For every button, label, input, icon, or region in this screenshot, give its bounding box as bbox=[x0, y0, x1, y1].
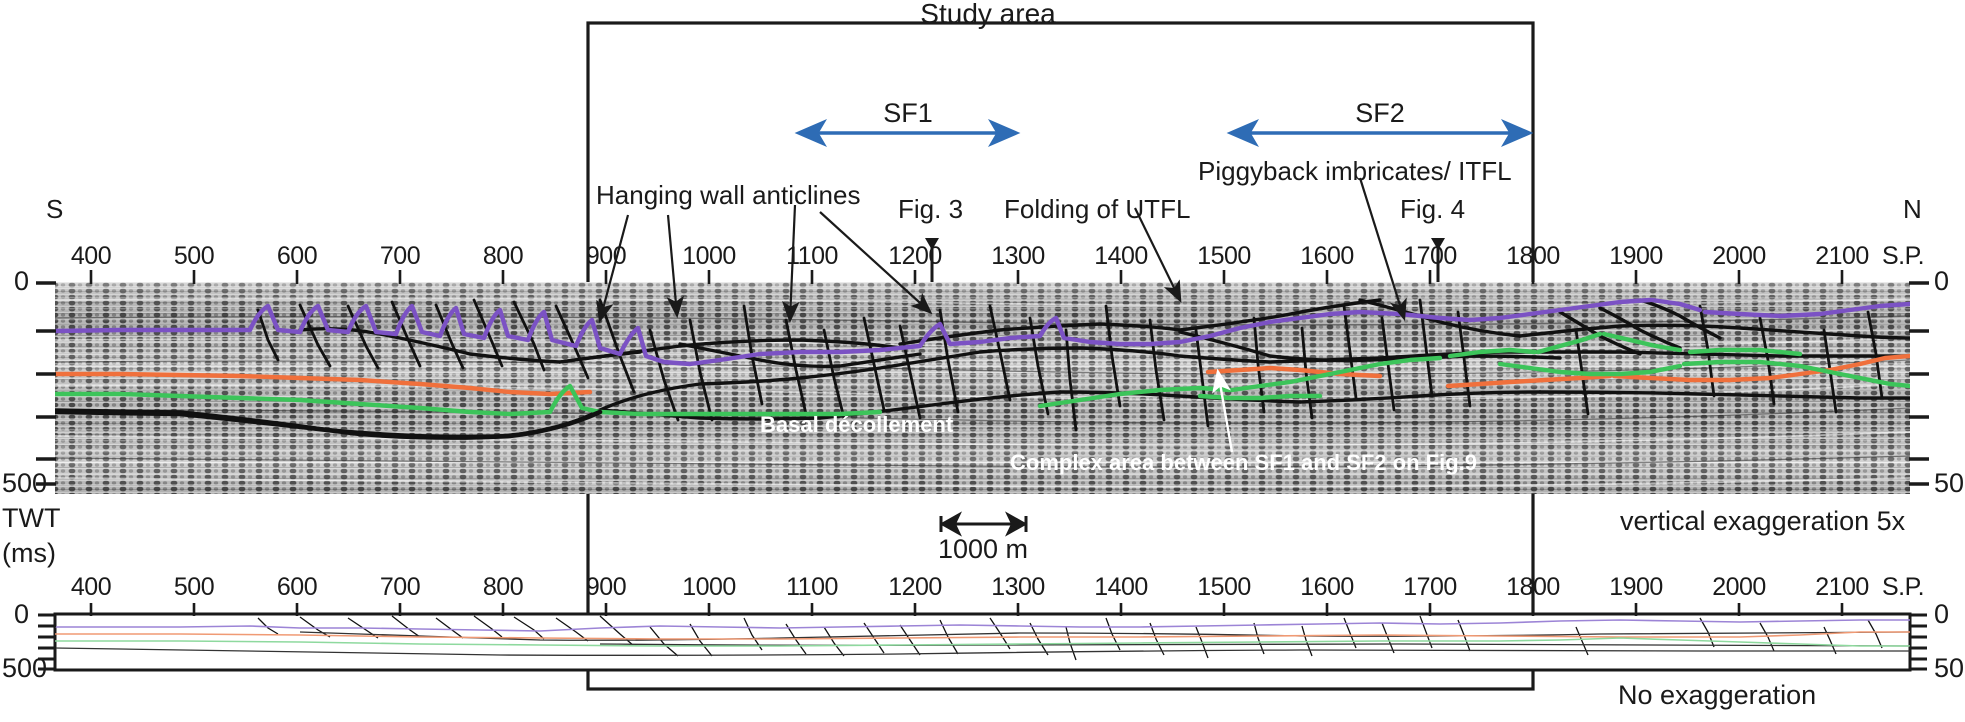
leader-piggyback bbox=[1358, 177, 1407, 322]
leader-hanging-wall-2 bbox=[666, 214, 685, 319]
fig4-pointer bbox=[1431, 238, 1445, 282]
annotation-fig-3: Fig. 3 bbox=[898, 194, 964, 224]
scale-bar bbox=[939, 511, 1028, 537]
lower-x-axis-ticks bbox=[89, 603, 1844, 616]
lower-ytick-0-left: 0 bbox=[14, 599, 30, 629]
upper-xtick-1100: 1100 bbox=[786, 242, 838, 270]
upper-xtick-1900: 1900 bbox=[1609, 242, 1663, 270]
lower-horizon-orange bbox=[55, 631, 1910, 640]
lower-xtick-600: 600 bbox=[276, 573, 318, 601]
upper-x-axis-ticks bbox=[89, 270, 1844, 284]
annotation-piggyback-imbricates: Piggyback imbricates/ ITFL bbox=[1198, 156, 1512, 186]
lower-xtick-1500: 1500 bbox=[1197, 573, 1251, 601]
lower-xtick-500: 500 bbox=[173, 573, 215, 601]
upper-xtick-1600: 1600 bbox=[1300, 242, 1354, 270]
upper-y-axis-ticks-left bbox=[36, 281, 56, 486]
upper-ytick-500-left: 500 bbox=[2, 468, 48, 498]
lower-xtick-400: 400 bbox=[70, 573, 112, 601]
horizon-purple bbox=[55, 297, 1910, 367]
upper-xtick-1800: 1800 bbox=[1506, 242, 1560, 270]
lower-xtick-1600: 1600 bbox=[1300, 573, 1354, 601]
upper-xtick-1400: 1400 bbox=[1094, 242, 1148, 270]
sf2-label: SF2 bbox=[1355, 98, 1405, 128]
upper-xtick-900: 900 bbox=[585, 242, 627, 270]
lower-xtick-1400: 1400 bbox=[1094, 573, 1148, 601]
leader-complex-area bbox=[1212, 368, 1234, 453]
basal-decollement-line bbox=[55, 409, 603, 440]
upper-y-axis-ticks-right bbox=[1909, 281, 1929, 486]
horizon-orange bbox=[55, 353, 1910, 397]
sf1-label: SF1 bbox=[883, 98, 933, 128]
upper-ytick-0-left: 0 bbox=[14, 266, 30, 296]
lower-xtick-1300: 1300 bbox=[991, 573, 1045, 601]
upper-xtick-800: 800 bbox=[482, 242, 524, 270]
upper-xtick-400: 400 bbox=[70, 242, 112, 270]
no-exaggeration-note: No exaggeration bbox=[1618, 680, 1817, 710]
upper-xtick-1700: 1700 bbox=[1403, 242, 1457, 270]
annotation-complex-area: Complex area between SF1 and SF2 on Fig.… bbox=[1010, 450, 1478, 475]
upper-ytick-0-right: 0 bbox=[1934, 266, 1950, 296]
annotation-basal-decollement: Basal décollement bbox=[760, 412, 954, 437]
lower-ytick-500-left: 500 bbox=[2, 653, 48, 683]
upper-sp-unit: S.P. bbox=[1882, 242, 1925, 270]
lower-y-axis-ticks-left bbox=[38, 613, 56, 671]
lower-horizon-green bbox=[55, 637, 1910, 647]
lower-xtick-1000: 1000 bbox=[682, 573, 736, 601]
upper-xtick-2000: 2000 bbox=[1712, 242, 1766, 270]
lower-xtick-1700: 1700 bbox=[1403, 573, 1457, 601]
leader-hanging-wall-1 bbox=[596, 214, 630, 324]
upper-seismic-panel bbox=[55, 177, 1910, 494]
annotation-fig-4: Fig. 4 bbox=[1400, 194, 1466, 224]
annotation-folding-of-utfl: Folding of UTFL bbox=[1004, 194, 1191, 224]
lower-xtick-900: 900 bbox=[585, 573, 627, 601]
upper-xtick-2100: 2100 bbox=[1815, 242, 1869, 270]
upper-xtick-1500: 1500 bbox=[1197, 242, 1251, 270]
lower-xtick-1800: 1800 bbox=[1506, 573, 1560, 601]
lower-xtick-700: 700 bbox=[379, 573, 421, 601]
leader-hanging-wall-3 bbox=[782, 204, 800, 324]
page-title: Study area bbox=[920, 0, 1056, 29]
upper-ytick-500-right: 500 bbox=[1934, 468, 1965, 498]
lower-xtick-2100: 2100 bbox=[1815, 573, 1869, 601]
compass-north: N bbox=[1903, 194, 1922, 224]
y-axis-label-unit: (ms) bbox=[2, 538, 56, 568]
lower-xtick-800: 800 bbox=[482, 573, 524, 601]
fig3-pointer bbox=[925, 238, 939, 282]
y-axis-label-twt: TWT bbox=[2, 503, 61, 533]
upper-xtick-1300: 1300 bbox=[991, 242, 1045, 270]
lower-xtick-2000: 2000 bbox=[1712, 573, 1766, 601]
upper-xtick-700: 700 bbox=[379, 242, 421, 270]
horizon-green bbox=[55, 331, 1910, 417]
scale-bar-label: 1000 m bbox=[937, 534, 1029, 564]
lower-ytick-0-right: 0 bbox=[1934, 599, 1950, 629]
lower-xtick-1200: 1200 bbox=[888, 573, 942, 601]
lower-ytick-500-right: 500 bbox=[1934, 653, 1965, 683]
upper-xtick-600: 600 bbox=[276, 242, 318, 270]
lower-panel bbox=[53, 612, 1912, 672]
lower-xtick-1900: 1900 bbox=[1609, 573, 1663, 601]
lower-sp-unit: S.P. bbox=[1882, 573, 1925, 601]
leader-folding-utfl bbox=[1134, 207, 1182, 303]
annotation-hanging-wall-anticlines: Hanging wall anticlines bbox=[596, 180, 861, 210]
upper-xtick-1000: 1000 bbox=[682, 242, 736, 270]
lower-horizon-purple bbox=[55, 619, 1910, 632]
leader-fig3-anticline bbox=[819, 211, 933, 315]
upper-xtick-500: 500 bbox=[173, 242, 215, 270]
vertical-exaggeration-note: vertical exaggeration 5x bbox=[1620, 506, 1906, 536]
upper-xtick-1200: 1200 bbox=[888, 242, 942, 270]
lower-y-axis-ticks-right bbox=[1909, 613, 1927, 671]
compass-south: S bbox=[46, 194, 64, 224]
lower-xtick-1100: 1100 bbox=[786, 573, 838, 601]
